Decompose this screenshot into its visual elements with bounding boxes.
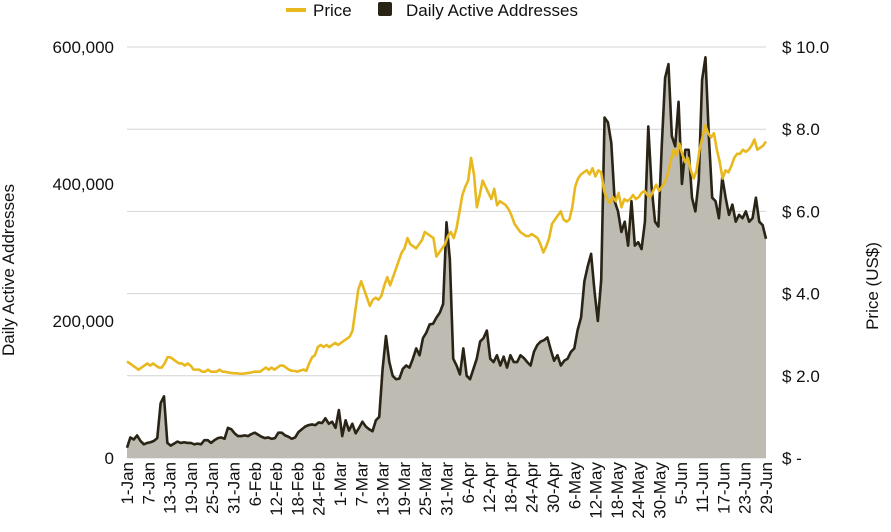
x-axis-tick-label: 18-May <box>608 462 627 519</box>
left-axis-tick-label: 200,000 <box>53 312 114 331</box>
right-axis-tick-label: $ - <box>782 449 802 468</box>
x-axis-tick-label: 23-Jun <box>736 462 755 514</box>
x-axis-tick-label: 17-Jun <box>714 462 733 514</box>
x-axis-tick-label: 25-Mar <box>416 462 435 516</box>
x-axis-tick-label: 13-Jan <box>161 462 180 514</box>
x-axis-tick-label: 19-Jan <box>182 462 201 514</box>
x-axis-ticks: 1-Jan 7-Jan 13-Jan 19-Jan 25-Jan 31-Jan 6-Feb 1… <box>118 462 776 519</box>
x-axis-tick-label: 5-Jun <box>672 462 691 505</box>
x-axis-tick-label: 12-Feb <box>267 462 286 516</box>
x-axis-tick-label: 1-Jan <box>118 462 137 505</box>
x-axis-tick-label: 30-Apr <box>544 462 563 513</box>
x-axis-tick-label: 19-Mar <box>395 462 414 516</box>
left-axis-tick-label: 600,000 <box>53 38 114 57</box>
legend-price-label: Price <box>313 1 352 20</box>
x-axis-tick-label: 31-Jan <box>225 462 244 514</box>
left-axis-tick-label: 0 <box>105 449 114 468</box>
legend: Price Daily Active Addresses <box>286 1 578 20</box>
x-axis-tick-label: 12-Apr <box>480 462 499 513</box>
x-axis-tick-label: 6-May <box>565 462 584 510</box>
x-axis-tick-label: 24-Feb <box>310 462 329 516</box>
x-axis-tick-label: 1-Mar <box>331 462 350 507</box>
x-axis-tick-label: 30-May <box>651 462 670 519</box>
x-axis-tick-label: 18-Apr <box>501 462 520 513</box>
daily-active-addresses-series <box>125 55 768 458</box>
right-axis-tick-label: $ 6.0 <box>782 202 820 221</box>
right-axis-title: Price (US$) <box>863 242 882 330</box>
legend-price-swatch <box>286 8 306 12</box>
x-axis-tick-label: 11-Jun <box>693 462 712 513</box>
right-axis-tick-label: $ 10.0 <box>782 38 829 57</box>
x-axis-tick-label: 25-Jan <box>203 462 222 514</box>
x-axis-tick-label: 7-Mar <box>352 462 371 507</box>
legend-daily-active-addresses-label: Daily Active Addresses <box>406 1 578 20</box>
left-axis-ticks: 0 200,000 400,000 600,000 <box>53 38 114 468</box>
right-axis-tick-label: $ 8.0 <box>782 120 820 139</box>
right-axis-ticks: $ - $ 2.0 $ 4.0 $ 6.0 $ 8.0 $ 10.0 <box>782 38 829 468</box>
left-axis-title: Daily Active Addresses <box>0 184 18 356</box>
x-axis-tick-label: 29-Jun <box>757 462 776 514</box>
right-axis-tick-label: $ 4.0 <box>782 285 820 304</box>
x-axis-tick-label: 24-Apr <box>523 462 542 513</box>
x-axis-tick-label: 7-Jan <box>139 462 158 505</box>
x-axis-tick-label: 31-Mar <box>438 462 457 516</box>
x-axis-tick-label: 24-May <box>629 462 648 519</box>
daily-active-addresses-line <box>125 55 768 449</box>
x-axis-tick-label: 18-Feb <box>288 462 307 516</box>
x-axis-tick-label: 13-Mar <box>374 462 393 516</box>
right-axis-tick-label: $ 2.0 <box>782 367 820 386</box>
daily-active-addresses-area <box>127 57 766 458</box>
price-series <box>126 123 768 376</box>
x-axis-tick-label: 12-May <box>587 462 606 519</box>
x-axis-tick-label: 6-Feb <box>246 462 265 506</box>
price-line <box>126 123 768 376</box>
left-axis-tick-label: 400,000 <box>53 175 114 194</box>
x-axis-tick-label: 6-Apr <box>459 462 478 504</box>
legend-daily-active-addresses-swatch <box>378 2 392 16</box>
